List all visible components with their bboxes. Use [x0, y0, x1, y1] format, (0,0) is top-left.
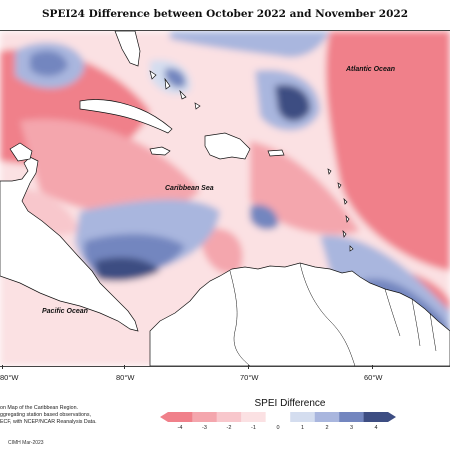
legend-tick-label: 3 — [349, 425, 354, 431]
legend-tick-label: 1 — [300, 425, 305, 431]
legend-tick-label: 4 — [374, 425, 378, 431]
legend-tick-label: -3 — [202, 425, 207, 431]
lon-tick — [2, 365, 3, 369]
map-title: SPEI24 Difference between October 2022 a… — [41, 8, 409, 20]
lon-label-80w: 80°W — [116, 373, 135, 382]
lon-label-60w: 60°W — [364, 373, 383, 382]
credit-text: CIMH Mar-2023 — [8, 440, 44, 446]
legend-tick-label: -1 — [251, 425, 256, 431]
pacific-ocean-label: Pacific Ocean — [42, 308, 88, 315]
note-line: on Map of the Caribbean Region. — [0, 405, 79, 411]
atlantic-ocean-label: Atlantic Ocean — [346, 66, 396, 73]
legend-swatch — [314, 412, 340, 422]
legend-tick-labels: -4 -3 -2 -1 0 1 2 3 4 — [158, 425, 398, 435]
legend-tick-label: 0 — [276, 425, 280, 431]
legend-swatch — [265, 412, 291, 422]
spei-difference-map — [0, 30, 450, 367]
legend-swatch — [241, 412, 266, 422]
legend-tick-label: -4 — [177, 425, 183, 431]
lon-tick — [248, 365, 249, 369]
map-description-note: on Map of the Caribbean Region. ggregati… — [0, 405, 97, 426]
legend-swatch — [216, 412, 242, 422]
legend-swatch — [363, 412, 396, 422]
legend-swatch — [290, 412, 315, 422]
country-borders — [229, 262, 437, 366]
legend-swatch — [339, 412, 364, 422]
legend-tick-label: 2 — [325, 425, 329, 431]
lon-label-edge: 80°W — [0, 373, 19, 382]
map-canvas — [0, 31, 450, 366]
legend-swatch — [192, 412, 217, 422]
note-line: ECF, with NCEP/NCAR Reanalysis Data. — [0, 419, 97, 425]
legend-swatch — [160, 412, 193, 422]
legend-svg — [160, 412, 396, 422]
coastlines — [0, 31, 450, 366]
legend-title: SPEI Difference — [254, 398, 326, 409]
color-legend-bar — [158, 410, 398, 429]
legend-tick-label: -2 — [226, 425, 232, 431]
lon-tick — [372, 365, 373, 369]
lon-label-70w: 70°W — [240, 373, 259, 382]
note-line: ggregating station based observations, — [0, 412, 91, 418]
lon-tick — [124, 365, 125, 369]
caribbean-sea-label: Caribbean Sea — [165, 185, 214, 192]
